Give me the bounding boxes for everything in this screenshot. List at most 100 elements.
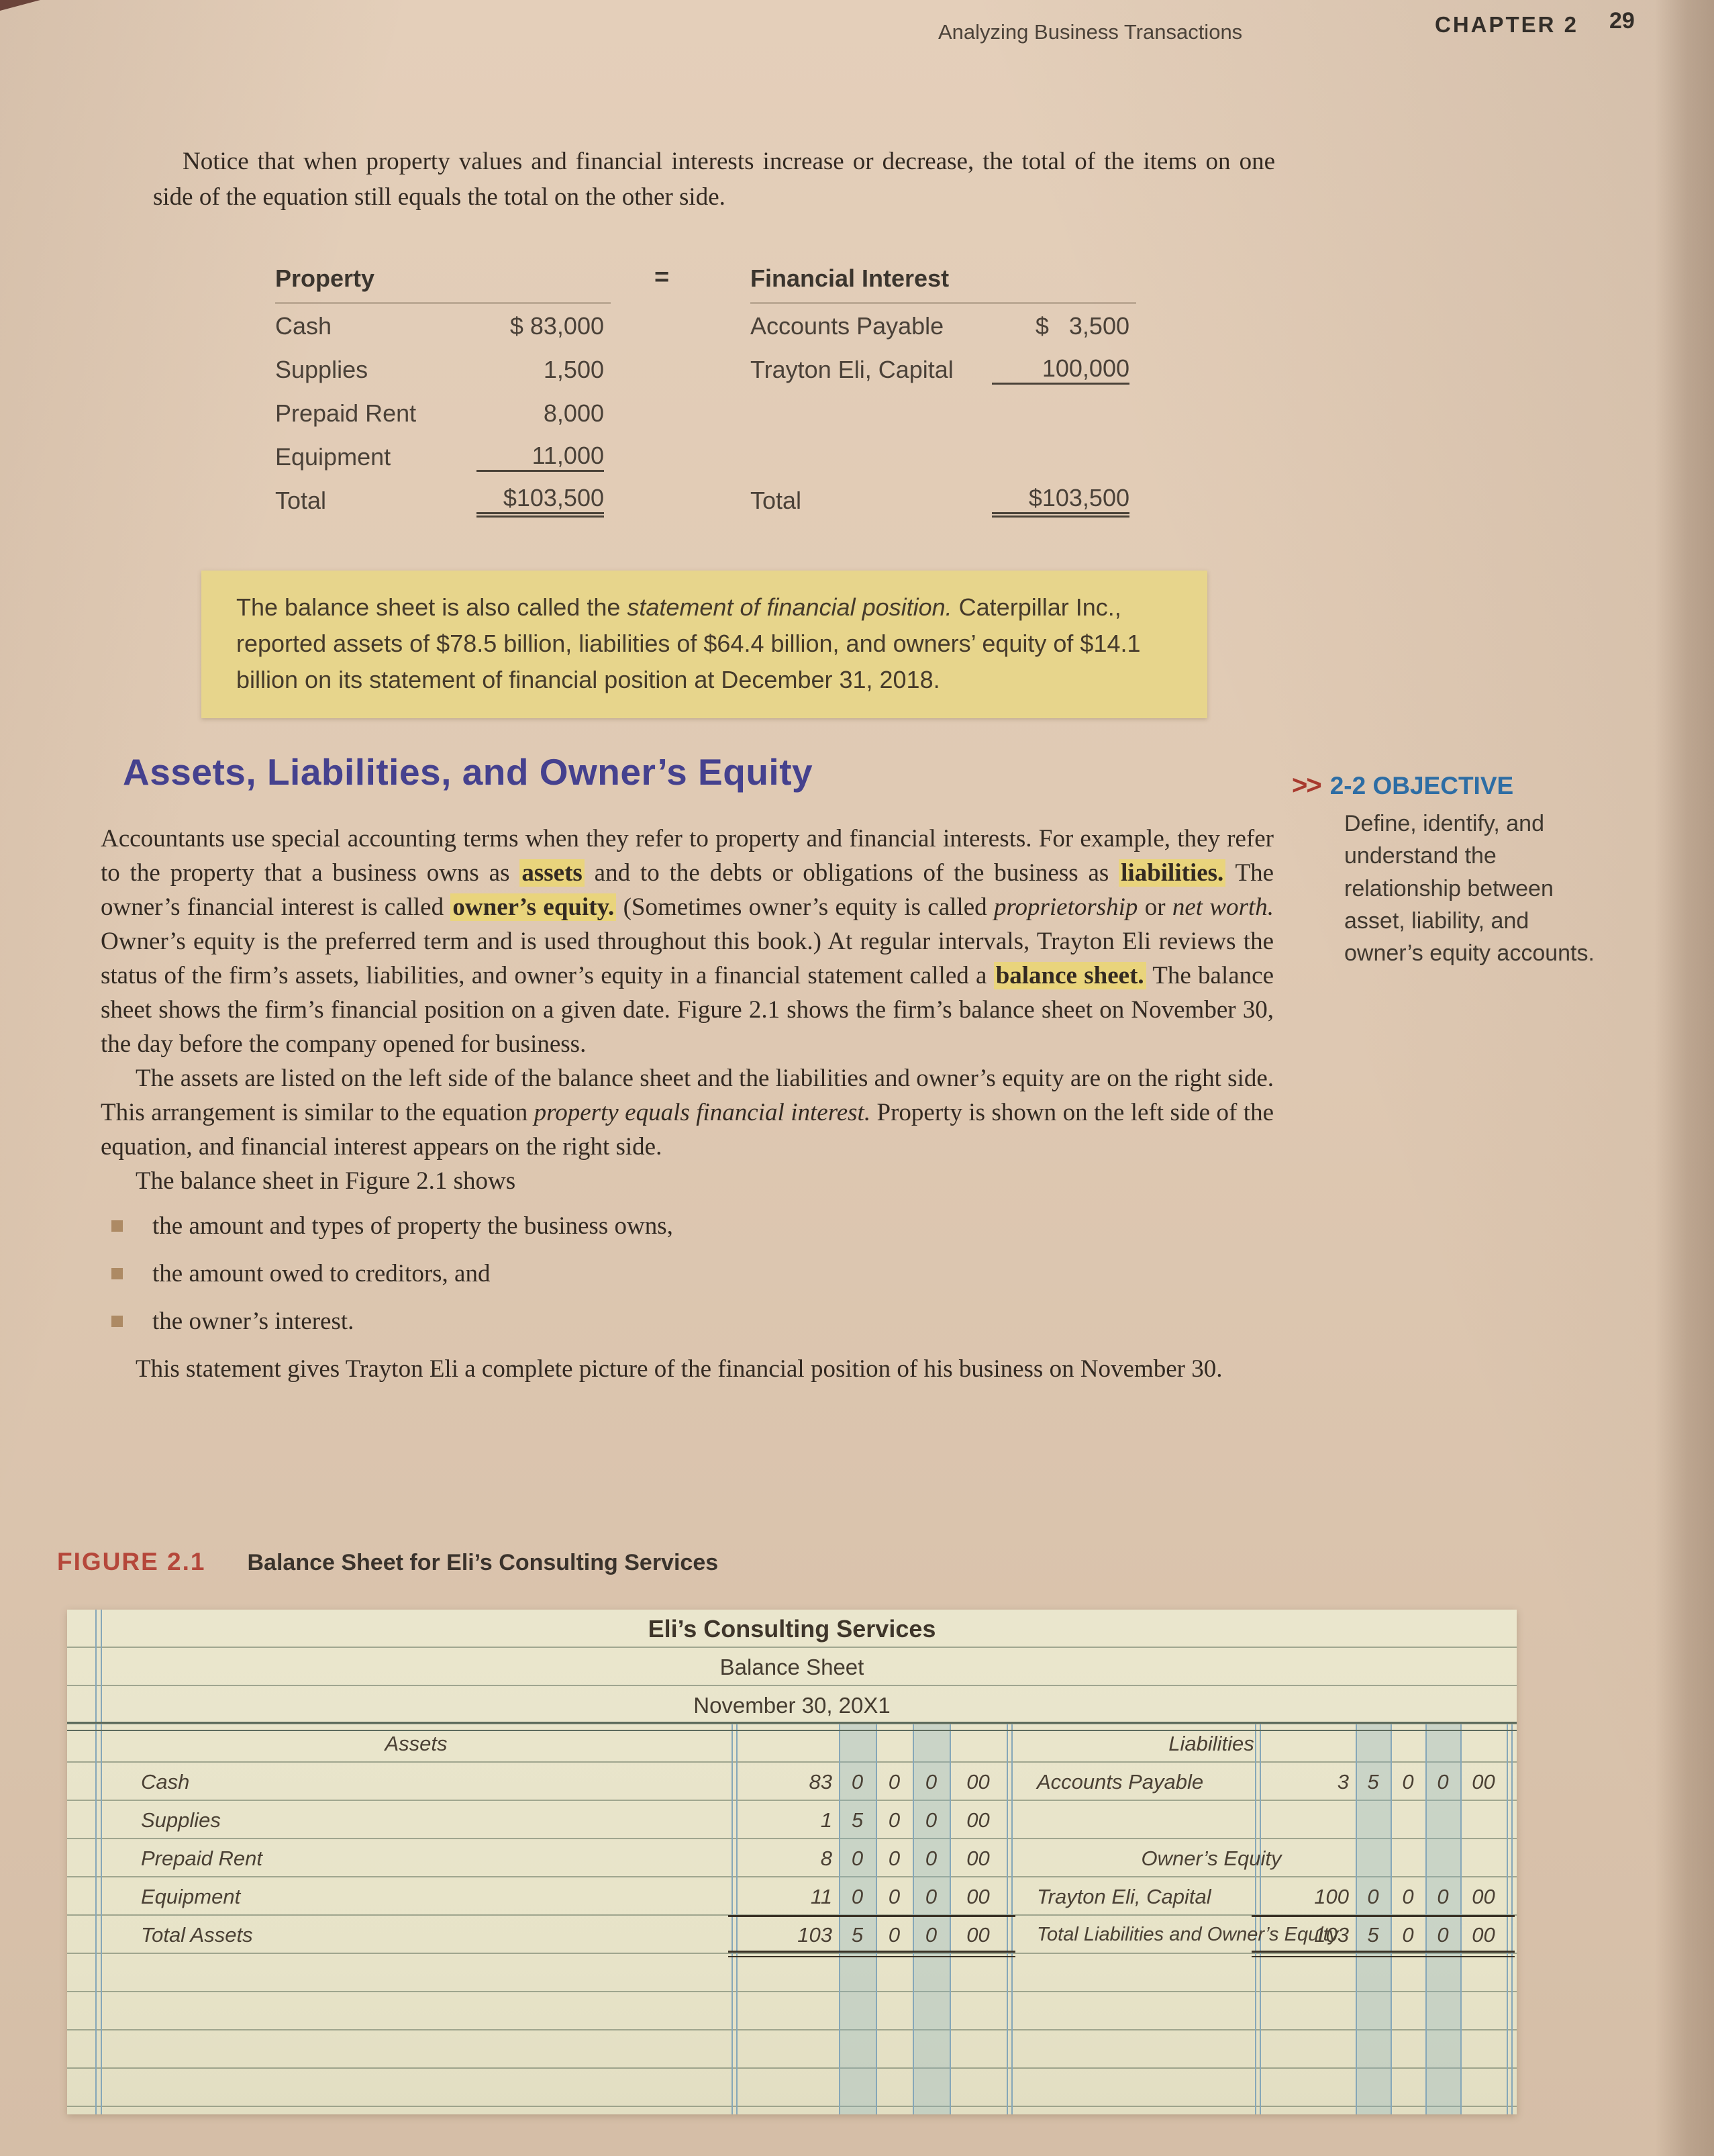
amount-digit: 0	[851, 1885, 864, 1908]
amount-digit: 0	[888, 1847, 901, 1870]
text-segment: proprietorship	[993, 893, 1138, 921]
amount-digit: 0	[925, 1770, 938, 1794]
chevron-right-icon: >>	[1292, 771, 1322, 800]
text-segment: Caterpillar Inc., reported assets of $78…	[236, 593, 1141, 693]
amount-cents: 00	[1472, 1770, 1495, 1794]
ledger-row-label: Accounts Payable	[1037, 1770, 1204, 1794]
row-label: Total	[750, 486, 802, 514]
table-row-total: Total $103,500	[275, 479, 611, 522]
key-term-assets: assets	[519, 859, 585, 887]
ledger-column-line	[1356, 1724, 1357, 2114]
ledger-column-line	[913, 1724, 914, 2114]
equals-sign: =	[654, 263, 670, 291]
amount-digit: 5	[851, 1808, 864, 1832]
key-term-balance-sheet: balance sheet.	[993, 962, 1146, 989]
financial-interest-table: Financial Interest Accounts Payable $ 3,…	[750, 258, 1136, 522]
spacer	[750, 435, 1136, 479]
text-segment: The owner’s financial interest is called	[101, 859, 1274, 921]
objective-header: >> 2-2 OBJECTIVE	[1292, 771, 1607, 801]
amount-digit: 103	[1314, 1923, 1349, 1947]
text-segment: or	[1138, 893, 1172, 921]
assets-section-header: Assets	[385, 1732, 448, 1755]
text-segment: Property is shown on the left side of th…	[101, 1099, 1274, 1161]
spacer	[750, 391, 1136, 435]
text-segment: and to the debts or obligations of the b…	[584, 859, 1119, 887]
ledger-amount: 100 0 0 0 00	[1260, 1877, 1507, 1916]
list-item: the amount owed to creditors, and	[111, 1257, 1274, 1291]
row-label: Supplies	[275, 355, 368, 383]
ledger-margin-line	[95, 1610, 97, 2114]
ledger-column-line	[950, 1724, 951, 2114]
paragraph-terms: Accountants use special accounting terms…	[101, 822, 1274, 1061]
row-amount: 100,000	[992, 354, 1129, 385]
amount-digit: 0	[925, 1808, 938, 1832]
row-amount: $ 83,000	[509, 311, 604, 340]
statement-date: November 30, 20X1	[693, 1693, 891, 1718]
amount-digit: 0	[1402, 1885, 1414, 1908]
text-segment: The assets are listed on the left side o…	[101, 1065, 1274, 1126]
paragraph-closing: This statement gives Trayton Eli a compl…	[136, 1355, 1223, 1383]
ledger-row-label: Total Assets	[141, 1923, 253, 1947]
ledger-total-rule	[1252, 1915, 1515, 1917]
amount-cents: 00	[966, 1847, 990, 1870]
amount-digit: 1	[820, 1808, 832, 1832]
page-number: 29	[1609, 8, 1635, 34]
intro-paragraph: Notice that when property values and fin…	[153, 148, 1275, 211]
amount-digit: 0	[1402, 1923, 1414, 1947]
ledger-column-line	[1391, 1724, 1392, 2114]
ledger-row-label: Prepaid Rent	[141, 1847, 262, 1870]
bullet-lead-in: The balance sheet in Figure 2.1 shows	[136, 1167, 516, 1195]
figure-label: FIGURE 2.1	[57, 1548, 206, 1575]
amount-digit: 0	[888, 1923, 901, 1947]
balance-sheet-figure: Eli’s Consulting Services Balance Sheet …	[67, 1610, 1517, 2114]
table-row: Cash $ 83,000	[275, 304, 611, 348]
ledger-column-line	[732, 1724, 733, 2114]
amount-digit: 3	[1337, 1770, 1349, 1794]
ledger-shaded-column	[839, 1724, 876, 2114]
amount-digit: 0	[1437, 1770, 1449, 1794]
amount-digit: 0	[888, 1770, 901, 1794]
objective-sidebar: >> 2-2 OBJECTIVE Define, identify, and u…	[1292, 771, 1607, 969]
amount-cents: 00	[1472, 1885, 1495, 1908]
ledger-row-label: Cash	[141, 1770, 190, 1794]
bullet-square-icon	[111, 1268, 123, 1279]
table-row: Equipment 11,000	[275, 435, 611, 479]
ledger-column-line	[876, 1724, 877, 2114]
row-label: Total	[275, 486, 327, 514]
amount-digit: 0	[851, 1770, 864, 1794]
amount-digit: 5	[1367, 1923, 1379, 1947]
ledger-total-rule	[728, 1915, 1015, 1917]
amount-digit: 0	[925, 1847, 938, 1870]
bullet-text: the owner’s interest.	[152, 1308, 354, 1335]
ledger-column-line	[1255, 1724, 1256, 2114]
bullet-text: the amount owed to creditors, and	[152, 1260, 491, 1287]
amount-cents: 00	[966, 1885, 990, 1908]
amount-digit: 5	[851, 1923, 864, 1947]
ledger-column-line	[736, 1724, 738, 2114]
amount-digit: 0	[1402, 1770, 1414, 1794]
statement-title: Balance Sheet	[719, 1655, 864, 1679]
ledger-row-label: Trayton Eli, Capital	[1037, 1885, 1211, 1908]
row-amount: 11,000	[476, 442, 604, 472]
list-item: the amount and types of property the bus…	[111, 1209, 1274, 1243]
page-edge-shadow	[1655, 0, 1714, 2156]
figure-title: Balance Sheet for Eli’s Consulting Servi…	[247, 1550, 719, 1575]
amount-digit: 0	[888, 1808, 901, 1832]
amount-cents: 00	[1472, 1923, 1495, 1947]
row-label: Prepaid Rent	[275, 399, 417, 427]
running-title: Analyzing Business Transactions	[938, 20, 1243, 44]
ledger-column-line	[1011, 1724, 1013, 2114]
text-segment: statement of financial position.	[627, 593, 952, 621]
row-amount: $103,500	[476, 484, 604, 518]
row-label: Cash	[275, 311, 332, 340]
ledger-amount: 83 0 0 0 00	[737, 1763, 1007, 1801]
section-heading: Assets, Liabilities, and Owner’s Equity	[123, 751, 813, 793]
photo-corner-shadow	[0, 0, 40, 11]
bullet-square-icon	[111, 1220, 123, 1232]
amount-digit: 83	[809, 1770, 832, 1794]
table-row: Trayton Eli, Capital 100,000	[750, 348, 1136, 391]
amount-digit: 5	[1367, 1770, 1379, 1794]
row-label: Trayton Eli, Capital	[750, 355, 954, 383]
row-amount: 1,500	[543, 355, 604, 383]
text-segment: The balance sheet is also called the	[236, 593, 627, 621]
